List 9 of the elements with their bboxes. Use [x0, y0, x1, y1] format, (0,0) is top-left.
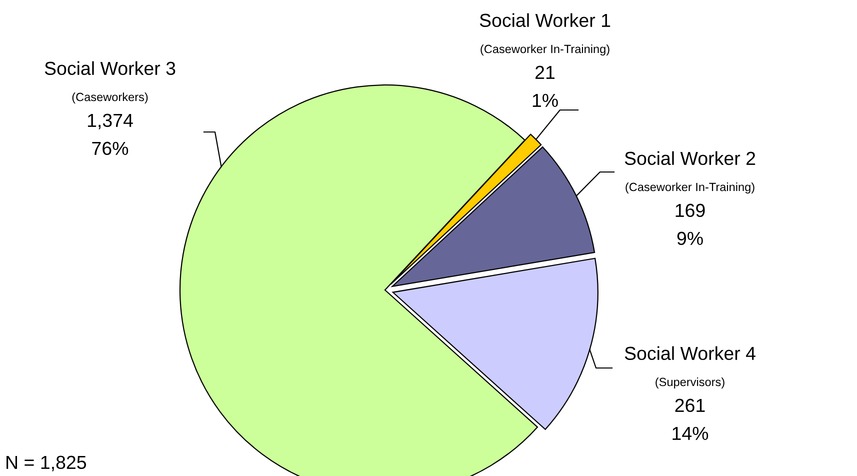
text: N = 1,825	[6, 456, 86, 472]
data-label: 1,374 76%	[88, 114, 133, 156]
slice-label: Social Worker 4 (Supervisors)	[624, 346, 756, 389]
slice-label: Social Worker 3 (Caseworkers)	[44, 61, 176, 104]
data-label: 261 14%	[672, 398, 708, 440]
slice-label: Social Worker 1 (Caseworker In-Training)	[480, 13, 610, 56]
slice-label: Social Worker 2 (Caseworker In-Training)	[624, 151, 756, 194]
data-label: 21 1%	[532, 66, 558, 107]
data-label: 169 9%	[676, 204, 705, 246]
